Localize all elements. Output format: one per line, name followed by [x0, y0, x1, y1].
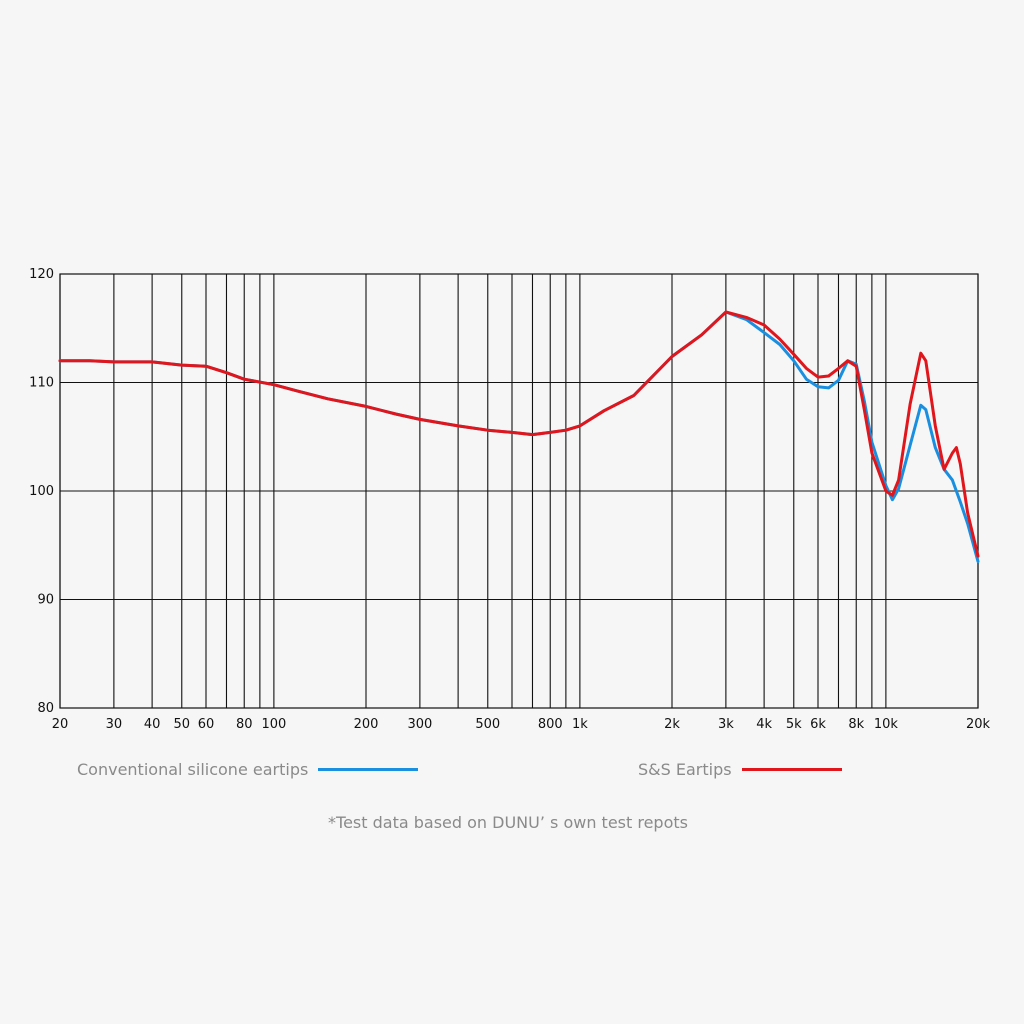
x-tick-label: 500	[475, 717, 500, 732]
y-tick-label: 80	[37, 701, 54, 716]
chart-grid	[59, 273, 979, 709]
x-tick-label: 5k	[786, 717, 802, 732]
y-tick-label: 90	[37, 593, 54, 608]
x-tick-label: 8k	[848, 717, 864, 732]
x-tick-label: 20	[52, 717, 69, 732]
x-tick-label: 100	[261, 717, 286, 732]
x-tick-label: 200	[354, 717, 379, 732]
x-tick-label: 300	[407, 717, 432, 732]
x-tick-label: 10k	[874, 717, 899, 732]
y-tick-label: 100	[29, 484, 54, 499]
series-line-conventional	[58, 310, 980, 563]
legend-entry-ss-eartips: S&S Eartips	[638, 760, 842, 779]
x-tick-label: 40	[144, 717, 161, 732]
x-tick-label: 30	[106, 717, 123, 732]
y-tick-label: 110	[29, 376, 54, 391]
legend-entry-conventional: Conventional silicone eartips	[77, 760, 419, 779]
series-line-ss-eartips	[58, 310, 980, 558]
legend-swatch-ss-eartips	[741, 768, 842, 771]
x-tick-label: 800	[538, 717, 563, 732]
x-tick-label: 2k	[664, 717, 680, 732]
y-axis-labels: 80 90 100 110 120	[29, 267, 54, 716]
x-tick-label: 50	[173, 717, 190, 732]
y-tick-label: 120	[29, 267, 54, 282]
x-tick-label: 6k	[810, 717, 826, 732]
x-tick-label: 3k	[718, 717, 734, 732]
series-layer	[58, 310, 980, 563]
x-axis-labels: 20 30 40 50 60 80 100 200 300 500 800 1k 2k 3k 4k 5k 6k 8…	[52, 717, 991, 732]
x-tick-label: 1k	[572, 717, 588, 732]
footnote: *Test data based on DUNU’ s own test rep…	[328, 813, 688, 832]
x-tick-label: 80	[236, 717, 253, 732]
x-tick-label: 4k	[756, 717, 772, 732]
x-tick-label: 60	[198, 717, 215, 732]
x-tick-label: 20k	[966, 717, 991, 732]
legend-label-ss-eartips: S&S Eartips	[638, 760, 732, 779]
legend-swatch-conventional	[318, 768, 419, 771]
legend-label-conventional: Conventional silicone eartips	[77, 760, 309, 779]
